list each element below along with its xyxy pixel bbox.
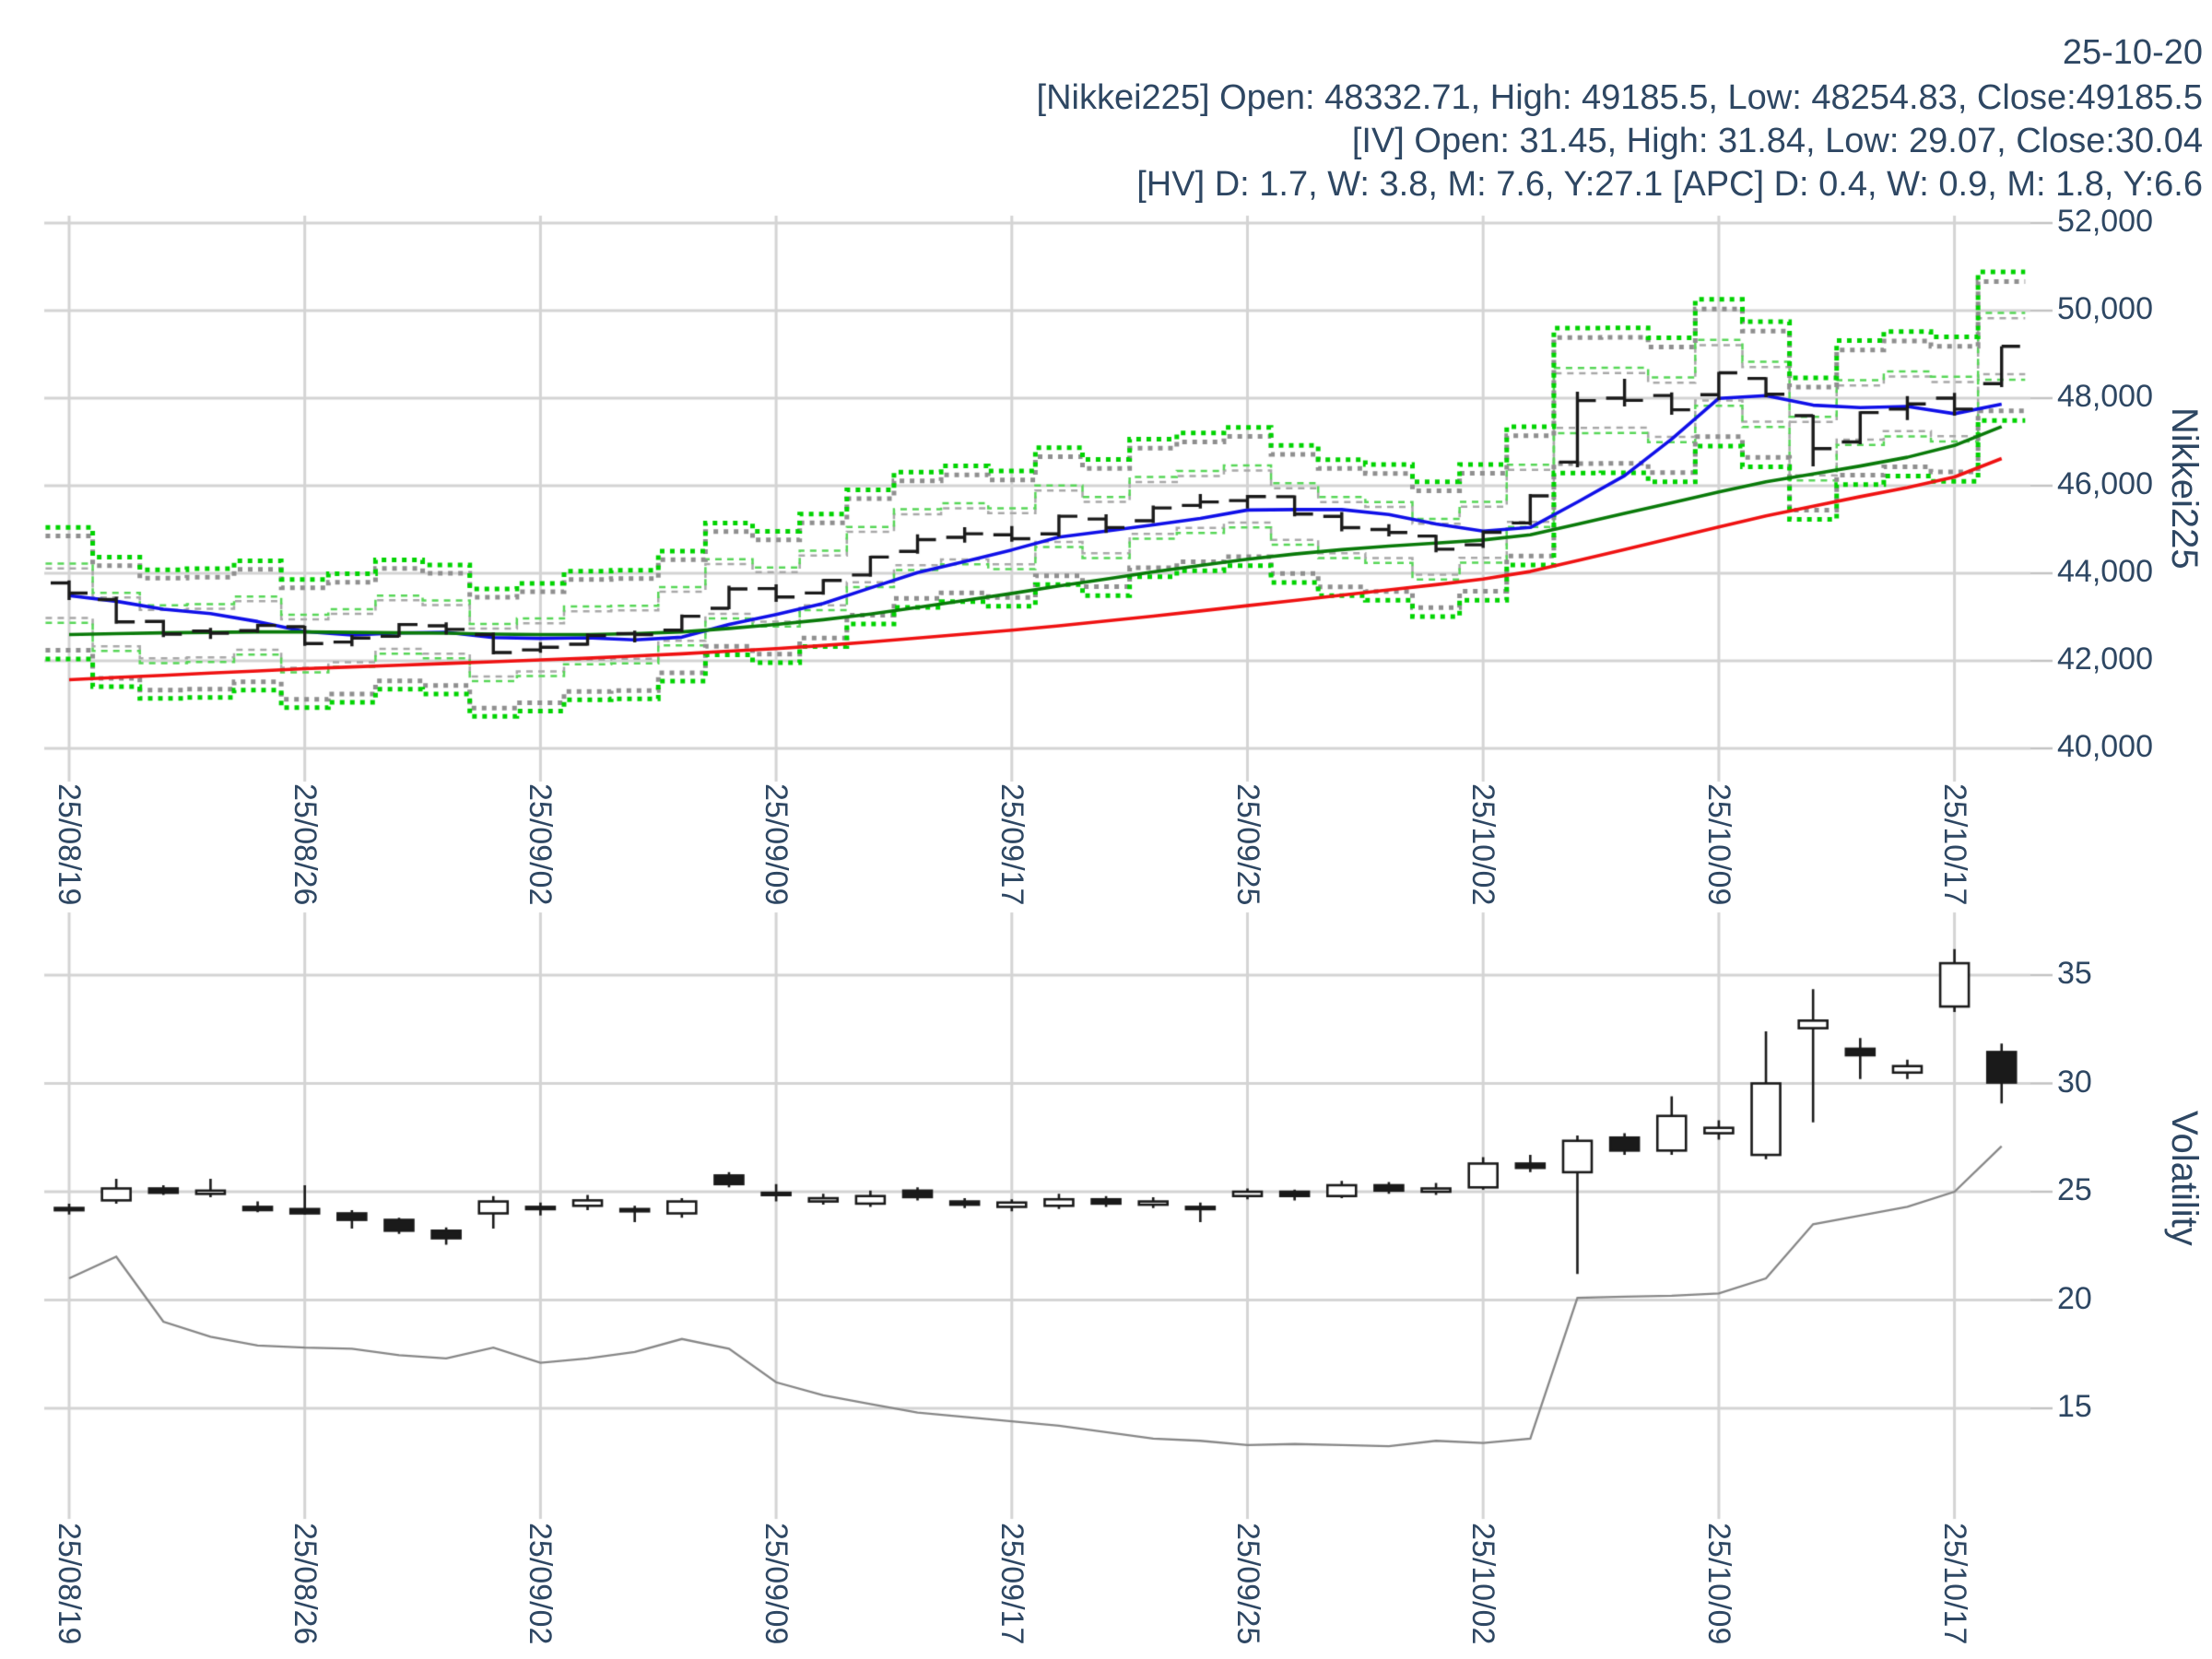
bottom-chart-x-tick-label: 25/09/25	[1230, 1523, 1265, 1645]
bottom-chart-y-tick-label: 25	[2057, 1172, 2092, 1207]
top-chart-y-tick-label: 50,000	[2057, 291, 2153, 326]
top-chart-y-tick-label: 44,000	[2057, 554, 2153, 589]
top-chart-x-tick-label: 25/09/17	[994, 783, 1030, 906]
bottom-chart-y-tick-label: 20	[2057, 1280, 2092, 1316]
bottom-chart-y-tick-label: 35	[2057, 956, 2092, 991]
bottom-chart-x-tick-label: 25/10/02	[1465, 1523, 1501, 1645]
y-axis-title-nikkei225: Nikkei225	[2164, 407, 2205, 570]
top-chart-x-tick-label: 25/10/09	[1700, 783, 1736, 906]
y-axis-title-volatility: Volatility	[2164, 1111, 2205, 1246]
bottom-chart-x-tick-label: 25/08/19	[52, 1523, 87, 1645]
header-iv-ohlc: [IV] Open: 31.45, High: 31.84, Low: 29.0…	[1351, 122, 2203, 160]
top-chart-x-tick-label: 25/09/09	[759, 783, 794, 906]
bottom-chart-x-tick-label: 25/09/17	[994, 1523, 1030, 1645]
top-chart-y-tick-label: 40,000	[2057, 729, 2153, 764]
header-date: 25-10-20	[2062, 33, 2203, 72]
bottom-chart-y-tick-label: 30	[2057, 1064, 2092, 1100]
top-chart-x-tick-label: 25/10/02	[1465, 783, 1501, 906]
top-chart-x-tick-label: 25/08/26	[287, 783, 323, 906]
top-chart-x-tick-label: 25/10/17	[1936, 783, 1972, 906]
top-chart-x-tick-label: 25/09/25	[1230, 783, 1265, 906]
bottom-chart-x-tick-label: 25/09/09	[759, 1523, 794, 1645]
bottom-chart-y-tick-label: 15	[2057, 1389, 2092, 1424]
top-chart-y-tick-label: 46,000	[2057, 466, 2153, 501]
bottom-chart-x-tick-label: 25/09/02	[523, 1523, 559, 1645]
bottom-chart-x-tick-label: 25/10/09	[1700, 1523, 1736, 1645]
top-chart-y-tick-label: 48,000	[2057, 379, 2153, 414]
header-nikkei-ohlc: [Nikkei225] Open: 48332.71, High: 49185.…	[1036, 78, 2203, 117]
top-chart-y-tick-label: 52,000	[2057, 204, 2153, 239]
header-hv-apc: [HV] D: 1.7, W: 3.8, M: 7.6, Y:27.1 [APC…	[1136, 165, 2203, 204]
top-chart-x-tick-label: 25/08/19	[52, 783, 87, 906]
top-chart-y-tick-label: 42,000	[2057, 641, 2153, 677]
bottom-chart-x-tick-label: 25/10/17	[1936, 1523, 1972, 1645]
bottom-chart-x-tick-label: 25/08/26	[287, 1523, 323, 1645]
top-chart-x-tick-label: 25/09/02	[523, 783, 559, 906]
